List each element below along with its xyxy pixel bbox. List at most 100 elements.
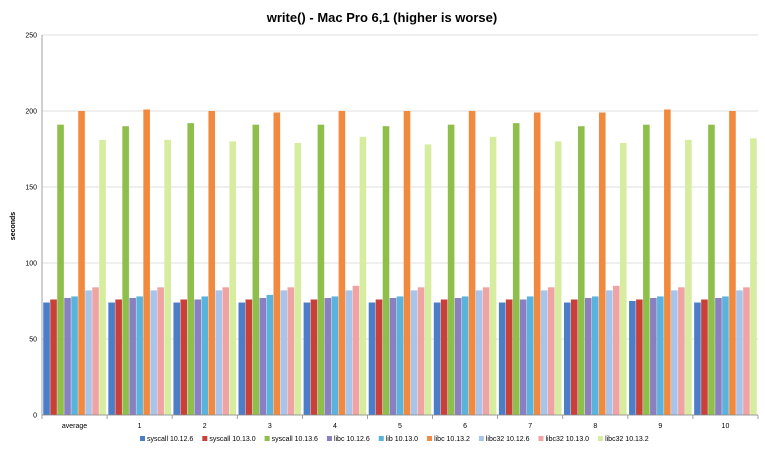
bar [136, 296, 143, 415]
chart-title: write() - Mac Pro 6,1 (higher is worse) [266, 10, 497, 25]
bar [482, 287, 490, 415]
legend-swatch [598, 436, 604, 441]
x-tick-label: 10 [722, 423, 730, 430]
bar [338, 111, 346, 415]
bar [619, 142, 627, 416]
bar [519, 299, 527, 415]
bar [180, 299, 188, 415]
legend-label: syscall 10.13.6 [272, 436, 318, 443]
bar [512, 123, 520, 415]
bar [743, 287, 750, 415]
bar [440, 299, 448, 415]
bar [64, 297, 71, 415]
bar [433, 302, 441, 415]
bar [280, 290, 288, 415]
bar [78, 111, 85, 415]
bar [187, 123, 195, 415]
bar [194, 299, 202, 415]
legend-label: libc32 10.12.6 [486, 436, 530, 443]
x-tick-label: 4 [333, 423, 337, 430]
bar [584, 297, 592, 415]
legend-swatch [264, 436, 270, 441]
bar [729, 111, 736, 415]
bar [352, 285, 360, 415]
y-tick-label: 100 [25, 261, 37, 268]
bar [99, 139, 106, 415]
bar [266, 294, 274, 415]
bar [722, 296, 729, 415]
bar [208, 111, 216, 415]
legend-label: libc32 10.13.2 [605, 436, 649, 443]
bar [664, 109, 671, 415]
bar [612, 285, 620, 415]
bar [643, 124, 650, 416]
x-tick-label: 2 [203, 423, 207, 430]
bar [143, 109, 150, 415]
bar [629, 301, 636, 415]
bar [164, 139, 171, 415]
bar [736, 290, 743, 415]
bar [85, 290, 92, 415]
x-tick-label: 7 [528, 423, 532, 430]
bar [382, 126, 390, 415]
bar [317, 124, 325, 416]
bar [345, 290, 353, 415]
bar [591, 296, 599, 415]
bar [238, 302, 246, 415]
x-tick-label: 1 [138, 423, 142, 430]
bar [368, 302, 376, 415]
bar [229, 141, 237, 415]
bar [554, 141, 562, 415]
legend-swatch [427, 436, 433, 441]
bar [685, 139, 692, 415]
bar [533, 112, 541, 416]
bar [43, 302, 50, 415]
legend-label: syscall 10.13.0 [209, 436, 255, 443]
bar [310, 299, 318, 415]
legend-label: lib 10.13.0 [386, 436, 418, 443]
bar [71, 296, 78, 415]
y-tick-label: 150 [25, 185, 37, 192]
bar [252, 124, 260, 416]
bar [750, 138, 757, 416]
bar [389, 297, 397, 415]
legend: syscall 10.12.6 syscall 10.13.0 syscall 10… [140, 436, 649, 443]
bar [359, 136, 367, 415]
bar [150, 290, 157, 415]
bar [475, 290, 483, 415]
bar [375, 299, 383, 415]
bar [410, 290, 418, 415]
legend-swatch [140, 436, 145, 441]
bar [454, 297, 462, 415]
bar [563, 302, 571, 415]
legend-swatch [202, 436, 208, 441]
bar [129, 297, 136, 415]
bar [396, 296, 404, 415]
bar [708, 124, 715, 416]
x-tick-label: average [62, 423, 87, 430]
bar [92, 287, 99, 415]
bar [671, 290, 678, 415]
bar [57, 124, 64, 416]
bar [447, 124, 455, 416]
bar [526, 296, 534, 415]
x-tick-label: 8 [593, 423, 597, 430]
bar [331, 296, 339, 415]
bar [461, 296, 469, 415]
legend-label: libc32 10.13.0 [545, 436, 589, 443]
bar [605, 290, 613, 415]
bar [273, 112, 281, 416]
y-tick-label: 0 [33, 413, 37, 420]
bar [570, 299, 578, 415]
x-tick-label: 5 [398, 423, 402, 430]
bar [657, 296, 664, 415]
legend-swatch [538, 436, 544, 441]
axes: 0 50 100 150 200 250 average 1 2 3 4 5 6 7 8 9 10 [25, 33, 759, 430]
bar [259, 297, 267, 415]
bar [222, 287, 230, 415]
bar [324, 297, 332, 415]
bar [598, 112, 606, 416]
bar [201, 296, 209, 415]
